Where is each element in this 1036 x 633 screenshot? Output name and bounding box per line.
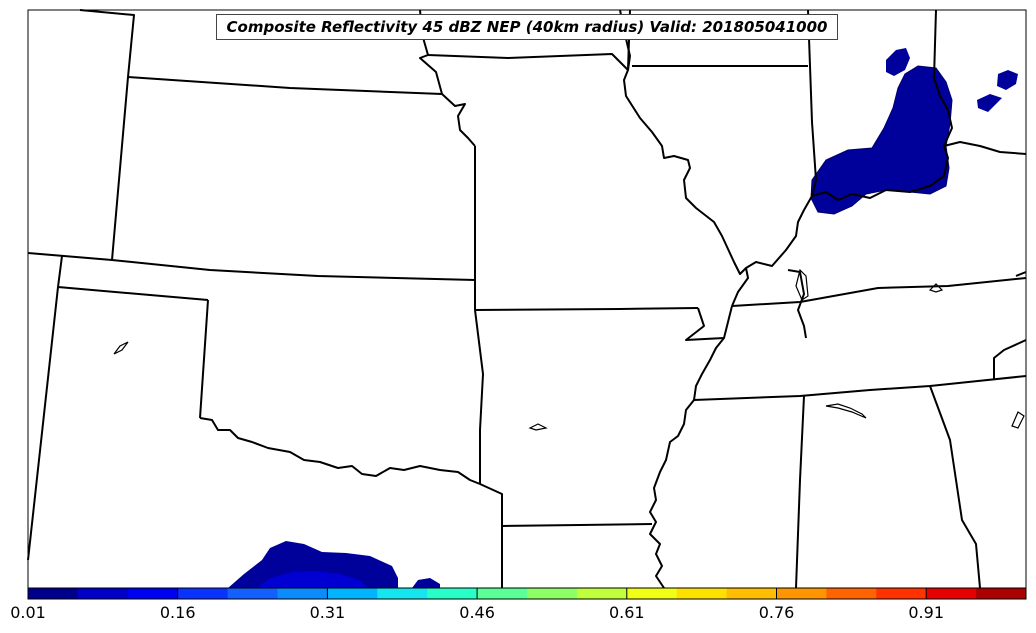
lake-georgia xyxy=(1011,411,1025,429)
border-kentucky-tennessee xyxy=(731,277,1027,307)
colorbar-segment xyxy=(776,588,827,599)
border-louisiana-west xyxy=(479,483,503,588)
colorbar-segment xyxy=(527,588,578,599)
border-mississippi-river-lower xyxy=(649,337,725,589)
lake-illinois xyxy=(795,268,809,301)
colorbar-segment xyxy=(227,588,278,599)
colorbar-tick-label: 0.46 xyxy=(459,603,495,622)
border-new-mexico-texas xyxy=(27,286,59,561)
border-tennessee-river xyxy=(787,269,807,339)
border-nebraska-south-missouri-river xyxy=(419,9,476,147)
border-iowa-south xyxy=(427,53,629,71)
lake-arkansas xyxy=(528,423,548,431)
border-virginia xyxy=(993,271,1027,380)
probability-fills xyxy=(228,48,1018,588)
colorbar-tick-label: 0.61 xyxy=(608,603,645,622)
border-colorado-west xyxy=(111,76,129,261)
colorbar-segment xyxy=(576,588,628,599)
border-oklahoma-west xyxy=(199,299,209,419)
fill-region-texas xyxy=(228,541,398,588)
fill-region-texas-small xyxy=(412,578,440,588)
border-tennessee-south xyxy=(693,375,1027,401)
colorbar-tick-label: 0.16 xyxy=(159,603,196,622)
colorbar-segment xyxy=(28,588,79,599)
colorbar-tick-label: 0.01 xyxy=(10,603,46,622)
border-mississippi-alabama xyxy=(795,395,805,589)
colorbar-segment xyxy=(976,588,1027,599)
border-arkansas-louisiana xyxy=(501,523,653,527)
colorbar-segment xyxy=(177,588,229,599)
colorbar-segment xyxy=(77,588,129,599)
colorbar-segment xyxy=(277,588,328,599)
colorbar-segment xyxy=(377,588,428,599)
border-kentucky-east xyxy=(943,141,1027,155)
fill-region-texas-core xyxy=(256,571,368,588)
colorbar-segment xyxy=(676,588,728,599)
colorbar-segment xyxy=(477,588,528,599)
map-frame xyxy=(27,9,1027,589)
map-title: Composite Reflectivity 45 dBZ NEP (40km … xyxy=(216,14,838,40)
border-missouri-south xyxy=(474,307,699,311)
colorbar-segment xyxy=(127,588,179,599)
border-illinois-indiana xyxy=(745,9,817,269)
lake-tennessee xyxy=(928,283,944,293)
colorbar-segment xyxy=(826,588,877,599)
colorbar-frame xyxy=(27,587,1027,600)
fill-region-illinois-indiana xyxy=(810,65,953,215)
border-wyoming-east xyxy=(79,9,135,78)
state-boundaries xyxy=(27,9,1027,589)
lake-kentucky xyxy=(825,403,867,419)
border-mississippi-upper xyxy=(619,9,749,307)
lake-texas xyxy=(113,341,129,355)
colorbar-tick-label: 0.91 xyxy=(908,603,944,622)
border-alabama-georgia xyxy=(929,385,981,589)
fill-region-north-small xyxy=(886,48,910,76)
fill-region-michigan-b xyxy=(977,94,1002,112)
colorbar-segment xyxy=(327,588,378,599)
water-features xyxy=(113,268,1025,431)
border-ohio-river xyxy=(811,9,953,201)
colorbar xyxy=(27,588,1027,599)
border-arkansas-west xyxy=(474,309,484,484)
colorbar-tick-label: 0.76 xyxy=(758,603,795,622)
colorbar-segment xyxy=(427,588,478,599)
colorbar-segment xyxy=(626,588,678,599)
colorbar-tick-label: 0.31 xyxy=(309,603,346,622)
border-red-river xyxy=(199,417,481,485)
colorbar-segment xyxy=(726,588,777,599)
fill-region-michigan-a xyxy=(997,70,1018,90)
border-colorado-south xyxy=(27,252,476,281)
border-bootheel xyxy=(685,305,733,341)
colorbar-segment xyxy=(926,588,977,599)
border-colorado-north xyxy=(127,76,443,95)
colorbar-segment xyxy=(876,588,927,599)
